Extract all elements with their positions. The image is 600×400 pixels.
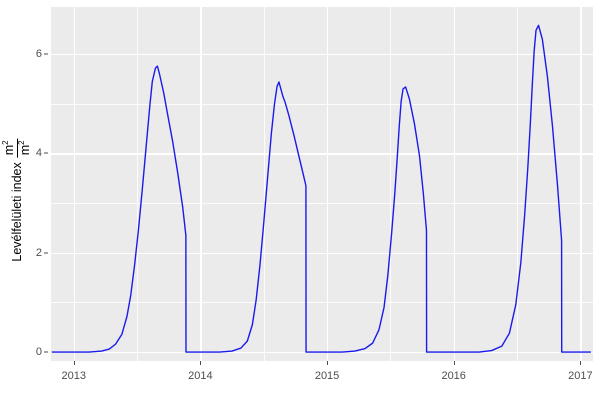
x-axis-tick-mark: [200, 361, 202, 365]
gridline-minor-y: [51, 203, 593, 204]
y-axis-tick-label: 0: [35, 346, 42, 359]
x-axis-tick-label: 2016: [441, 370, 466, 382]
y-axis-tick-mark: [44, 351, 48, 353]
gridline-minor-y: [51, 103, 593, 105]
y-axis-tick-label: 6: [35, 48, 42, 61]
gridline-major-x: [453, 7, 455, 361]
gridline-minor-x: [263, 7, 265, 361]
gridline-major-x: [200, 7, 202, 361]
x-axis-tick-label: 2013: [61, 370, 87, 382]
x-axis-tick-mark: [327, 361, 329, 365]
series-line-levelfeluleti-index: [51, 24, 592, 353]
y-axis-tick-labels: 0 2 4 6: [12, 0, 42, 400]
x-axis-tick-label: 2017: [568, 370, 593, 382]
gridline-minor-x: [137, 7, 138, 361]
gridline-minor-x: [517, 7, 518, 361]
gridline-minor-x: [390, 7, 391, 361]
y-axis-tick-mark: [44, 152, 48, 154]
y-axis-tick-label: 2: [35, 246, 42, 259]
gridline-minor-y: [51, 302, 593, 303]
x-axis-tick-mark: [453, 361, 455, 365]
gridline-major-y: [51, 252, 593, 254]
gridline-major-y: [51, 54, 593, 56]
plot-panel: [51, 7, 593, 361]
x-axis-tick-mark: [73, 361, 75, 365]
y-axis-tick-mark: [44, 252, 48, 254]
gridline-major-x: [327, 7, 329, 361]
x-axis-tick-label: 2015: [314, 370, 340, 382]
x-axis-tick-mark: [580, 361, 582, 365]
x-axis-tick-label: 2014: [188, 370, 213, 382]
gridline-major-y: [51, 153, 593, 155]
gridline-major-x: [73, 7, 75, 361]
gridline-major-x: [580, 7, 582, 361]
y-axis-tick-label: 4: [35, 147, 42, 160]
y-axis-tick-mark: [44, 53, 48, 55]
